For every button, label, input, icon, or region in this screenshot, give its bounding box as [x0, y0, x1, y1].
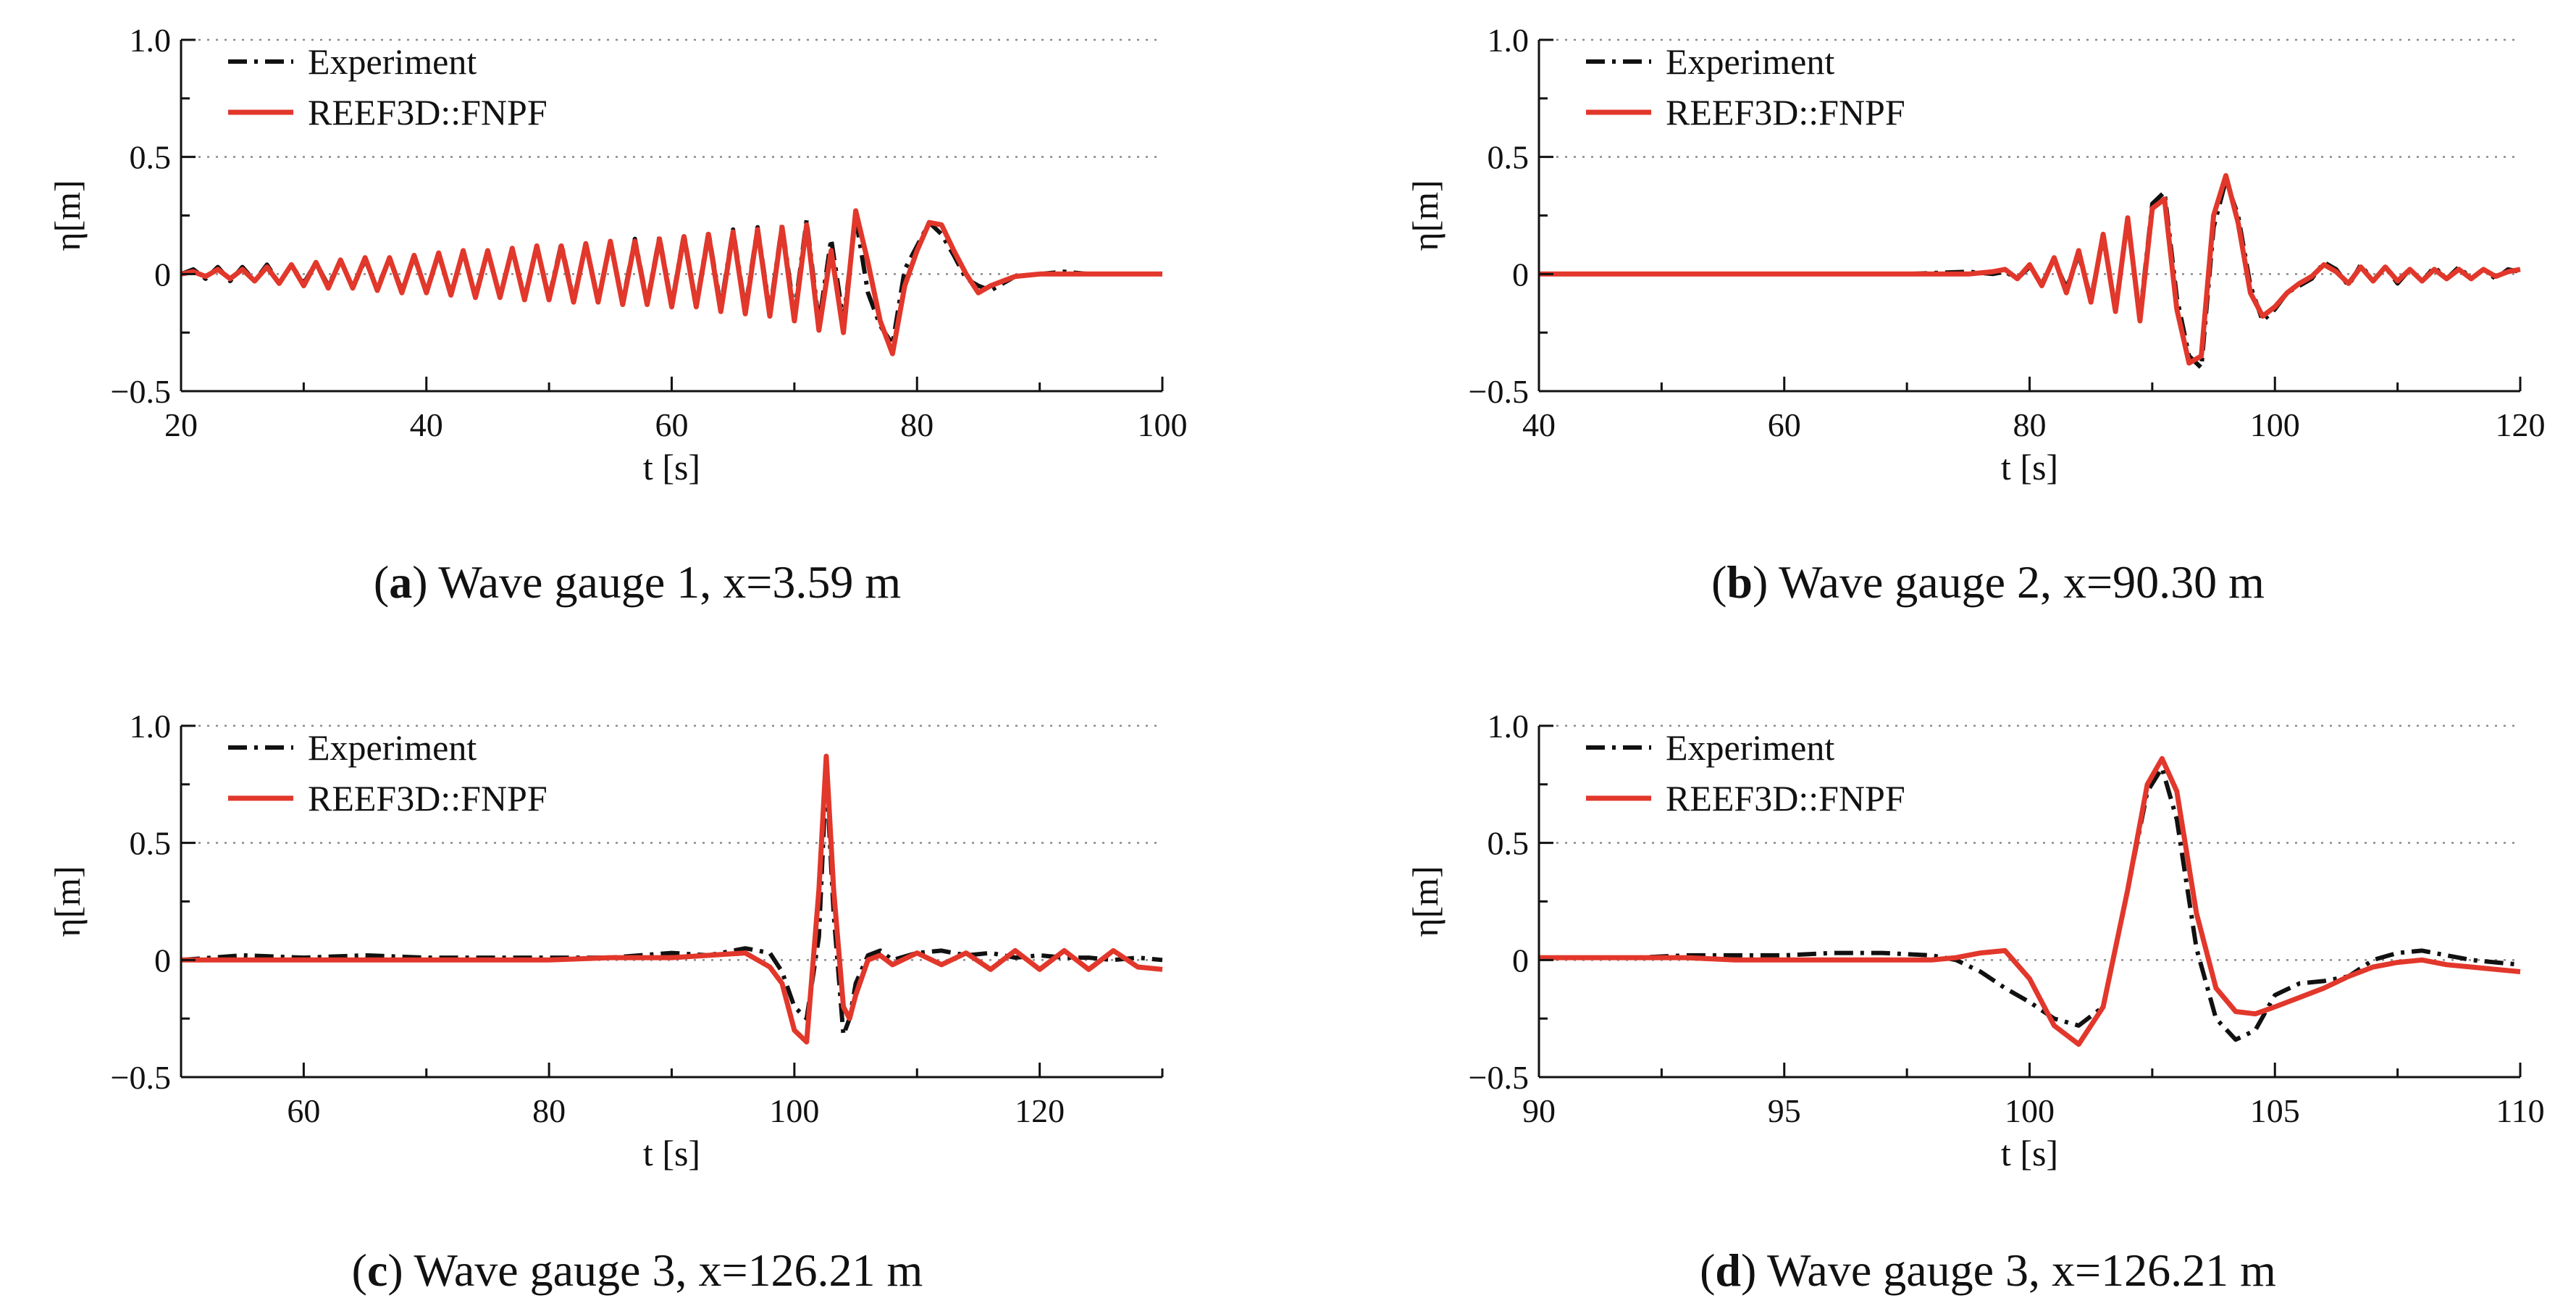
- y-tick-label: 0.5: [1488, 139, 1530, 176]
- panel-caption: (a) Wave gauge 1, x=3.59 m: [374, 556, 901, 608]
- y-tick-label: 1.0: [130, 708, 172, 745]
- series-line-experiment: [180, 215, 1162, 347]
- x-tick-label: 120: [1015, 1092, 1065, 1129]
- x-tick-label: 95: [1768, 1092, 1801, 1129]
- y-tick-label: 0.5: [1488, 825, 1530, 862]
- panel-caption: (b) Wave gauge 2, x=90.30 m: [1711, 556, 2265, 608]
- series-line-reef3d: [1539, 173, 2521, 366]
- y-tick-label: 0: [154, 942, 171, 979]
- x-tick-label: 100: [2005, 1092, 2055, 1129]
- y-tick-label: 0: [1512, 256, 1529, 293]
- legend-label-reef3d: REEF3D::FNPF: [308, 92, 547, 133]
- y-tick-label: 1.0: [130, 22, 172, 59]
- caption-letter: b: [1727, 556, 1753, 608]
- y-axis-title: η[m]: [1405, 866, 1446, 937]
- chart-panel-a: 20 40 60 80 100 −0.5 0 0.5 1.0 t [s] η[m] Experimen…: [47, 22, 1188, 608]
- series-line-reef3d: [180, 208, 1162, 356]
- x-axis-title: t [s]: [643, 447, 700, 487]
- legend-label-reef3d: REEF3D::FNPF: [1666, 92, 1905, 133]
- x-tick-label: 80: [532, 1092, 566, 1129]
- caption-letter: c: [367, 1244, 387, 1296]
- x-tick-label: 80: [2013, 406, 2047, 443]
- panel-caption: (c) Wave gauge 3, x=126.21 m: [352, 1244, 923, 1296]
- x-tick-label: 120: [2496, 406, 2546, 443]
- panel-caption: (d) Wave gauge 3, x=126.21 m: [1700, 1244, 2276, 1296]
- caption-letter: d: [1715, 1244, 1741, 1296]
- y-tick-label: 0: [154, 256, 171, 293]
- x-tick-label: 60: [1768, 406, 1801, 443]
- x-tick-label: 110: [2496, 1092, 2544, 1129]
- x-tick-label: 80: [900, 406, 934, 443]
- series-line-experiment: [1539, 766, 2521, 1042]
- y-axis-title: η[m]: [1405, 180, 1446, 251]
- series-line-reef3d: [1539, 755, 2521, 1047]
- series-line-reef3d: [181, 753, 1163, 1045]
- x-axis-title: t [s]: [2001, 1133, 2058, 1173]
- x-tick-label: 90: [1522, 1092, 1556, 1129]
- chart-panel-c: 60 80 100 120 −0.5 0 0.5 1.0 t [s] η[m] Experiment…: [47, 708, 1164, 1296]
- x-tick-label: 20: [164, 406, 198, 443]
- y-tick-label: −0.5: [1469, 373, 1529, 410]
- legend-label-experiment: Experiment: [1666, 727, 1834, 768]
- legend-label-experiment: Experiment: [308, 41, 477, 82]
- x-tick-label: 60: [287, 1092, 320, 1129]
- x-tick-label: 100: [1138, 406, 1188, 443]
- x-tick-label: 60: [655, 406, 689, 443]
- y-tick-label: 0.5: [130, 139, 172, 176]
- legend-label-experiment: Experiment: [308, 727, 477, 768]
- legend-label-experiment: Experiment: [1666, 41, 1834, 82]
- x-tick-label: 105: [2250, 1092, 2300, 1129]
- y-tick-label: 0: [1512, 942, 1529, 979]
- x-axis-title: t [s]: [643, 1133, 700, 1173]
- y-axis-title: η[m]: [47, 180, 88, 251]
- x-axis-title: t [s]: [2001, 447, 2058, 487]
- y-tick-label: 0.5: [130, 825, 172, 862]
- x-tick-label: 40: [410, 406, 443, 443]
- chart-panel-b: 40 60 80 100 120 −0.5 0 0.5 1.0 t [s] η[m] Experime…: [1405, 22, 2546, 608]
- y-tick-label: −0.5: [111, 373, 171, 410]
- x-tick-label: 100: [2250, 406, 2300, 443]
- y-axis-title: η[m]: [47, 866, 88, 937]
- legend-label-reef3d: REEF3D::FNPF: [1666, 778, 1905, 819]
- x-tick-label: 40: [1522, 406, 1556, 443]
- x-tick-label: 100: [769, 1092, 819, 1129]
- caption-letter: a: [389, 556, 412, 608]
- y-tick-label: 1.0: [1488, 22, 1530, 59]
- legend-label-reef3d: REEF3D::FNPF: [308, 778, 547, 819]
- y-tick-label: 1.0: [1488, 708, 1530, 745]
- chart-panel-d: 90 95 100 105 110 −0.5 0 0.5 1.0 t [s] η[m] Experim…: [1405, 708, 2545, 1296]
- y-tick-label: −0.5: [111, 1059, 171, 1096]
- y-tick-label: −0.5: [1469, 1059, 1529, 1096]
